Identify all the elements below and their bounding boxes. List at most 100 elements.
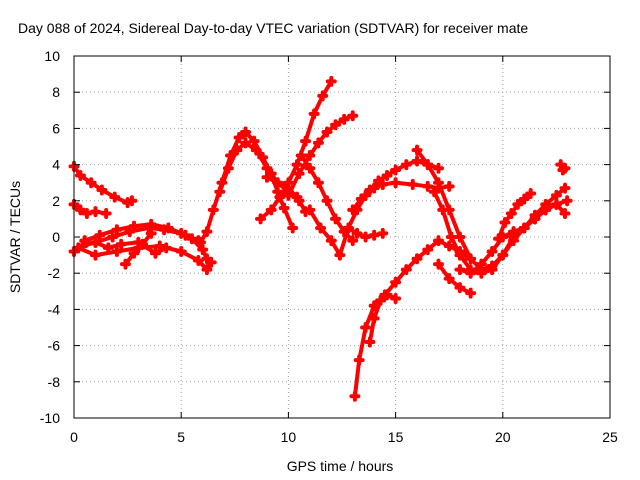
data-point bbox=[347, 235, 359, 247]
data-point bbox=[411, 155, 423, 167]
x-tick-label: 20 bbox=[495, 429, 511, 445]
data-point bbox=[205, 256, 217, 268]
data-point bbox=[265, 204, 277, 216]
data-point bbox=[454, 231, 466, 243]
data-point bbox=[255, 213, 267, 225]
data-point bbox=[96, 184, 108, 196]
data-point bbox=[525, 188, 537, 200]
grid bbox=[74, 56, 610, 418]
data-point bbox=[231, 144, 243, 156]
data-point bbox=[443, 240, 455, 252]
x-tick-label: 0 bbox=[70, 429, 78, 445]
y-tick-label: -10 bbox=[40, 410, 60, 426]
data-point bbox=[145, 218, 157, 230]
y-tick-label: -8 bbox=[48, 374, 61, 390]
data-point bbox=[443, 273, 455, 285]
data-point bbox=[312, 137, 324, 149]
data-point bbox=[499, 217, 511, 229]
data-point bbox=[411, 253, 423, 265]
data-point bbox=[330, 119, 342, 131]
x-tick-label: 10 bbox=[281, 429, 297, 445]
data-point bbox=[411, 144, 423, 156]
data-point bbox=[160, 242, 172, 254]
data-point bbox=[291, 159, 303, 171]
data-point bbox=[475, 267, 487, 279]
data-point bbox=[233, 131, 245, 143]
data-point bbox=[248, 135, 260, 147]
series-line bbox=[76, 244, 214, 272]
data-point bbox=[364, 184, 376, 196]
x-axis: 0 5 10 15 20 25 bbox=[70, 56, 618, 445]
data-point bbox=[351, 227, 363, 239]
data-point bbox=[475, 258, 487, 270]
data-point bbox=[400, 264, 412, 276]
data-point bbox=[347, 204, 359, 216]
data-point bbox=[375, 294, 387, 306]
data-point bbox=[72, 242, 84, 254]
data-point bbox=[304, 150, 316, 162]
data-point bbox=[137, 238, 149, 250]
series-arc-1 bbox=[68, 160, 138, 209]
data-point bbox=[128, 220, 140, 232]
data-point bbox=[94, 229, 106, 241]
data-point bbox=[360, 322, 372, 333]
data-point bbox=[465, 267, 477, 279]
data-point bbox=[272, 177, 284, 189]
data-point bbox=[390, 276, 402, 288]
series-arc-21 bbox=[432, 258, 477, 299]
data-point bbox=[250, 144, 262, 156]
y-tick-label: 8 bbox=[52, 84, 60, 100]
data-point bbox=[240, 126, 252, 138]
data-point bbox=[321, 195, 333, 207]
data-point bbox=[149, 247, 161, 259]
data-point bbox=[214, 186, 226, 198]
data-point bbox=[207, 204, 219, 216]
data-point bbox=[312, 177, 324, 189]
data-point bbox=[295, 150, 307, 162]
y-axis-label: SDTVAR / TECUs bbox=[7, 181, 23, 293]
y-tick-label: -6 bbox=[48, 338, 61, 354]
x-tick-label: 5 bbox=[177, 429, 185, 445]
data-point bbox=[278, 202, 290, 214]
data-point bbox=[432, 258, 444, 270]
data-point bbox=[561, 195, 573, 207]
data-point bbox=[407, 179, 419, 191]
data-point bbox=[100, 207, 112, 219]
data-point bbox=[102, 242, 114, 254]
data-point bbox=[126, 195, 138, 207]
data-point bbox=[145, 227, 157, 239]
data-point bbox=[518, 193, 530, 205]
y-axis: -10 -8 -6 -4 -2 0 2 4 6 8 10 bbox=[40, 48, 610, 426]
data-point bbox=[540, 204, 552, 216]
data-point bbox=[194, 236, 206, 248]
data-point bbox=[432, 177, 444, 189]
data-point bbox=[390, 293, 402, 305]
data-point bbox=[321, 126, 333, 138]
data-point bbox=[465, 287, 477, 299]
data-point bbox=[364, 336, 376, 348]
series-line bbox=[350, 159, 441, 212]
data-point bbox=[300, 135, 312, 147]
data-point bbox=[368, 300, 380, 312]
y-tick-label: 4 bbox=[52, 157, 60, 173]
y-tick-label: 6 bbox=[52, 120, 60, 136]
series-arc-18 bbox=[364, 289, 402, 348]
data-point bbox=[282, 189, 294, 201]
data-point bbox=[497, 249, 509, 261]
data-point bbox=[512, 198, 524, 210]
series-arc-15 bbox=[342, 222, 389, 243]
data-point bbox=[304, 162, 316, 174]
data-point bbox=[222, 162, 234, 174]
data-point bbox=[111, 224, 123, 236]
series-line bbox=[123, 231, 154, 267]
data-point bbox=[287, 222, 299, 234]
data-point bbox=[291, 191, 303, 203]
data-point bbox=[355, 193, 367, 205]
data-point bbox=[390, 164, 402, 176]
data-point bbox=[175, 245, 187, 257]
data-point bbox=[349, 390, 361, 402]
data-point bbox=[493, 233, 505, 245]
data-point bbox=[559, 182, 571, 194]
series-line bbox=[436, 262, 473, 296]
data-point bbox=[308, 108, 320, 120]
